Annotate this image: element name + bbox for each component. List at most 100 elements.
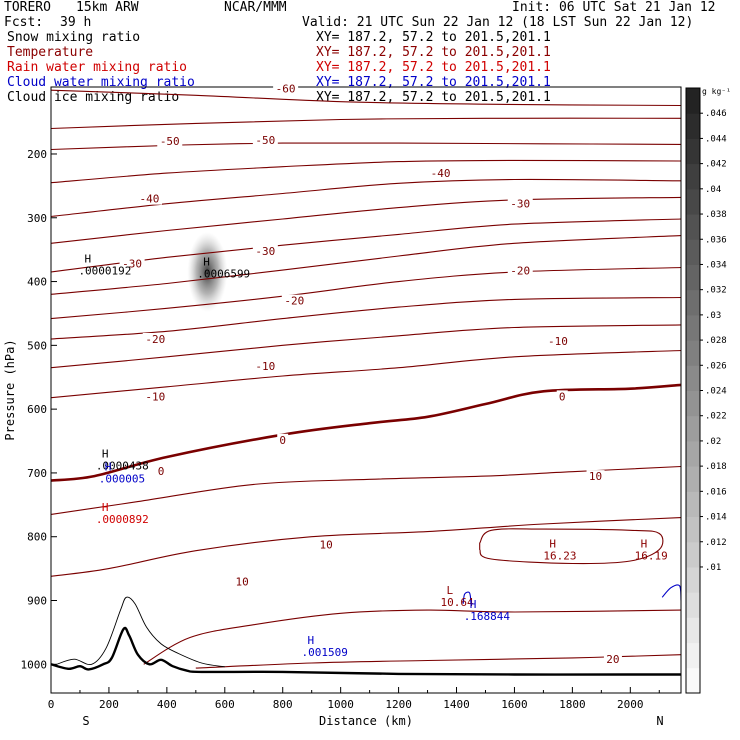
colorbar-swatch	[686, 264, 700, 291]
extremum-value: 10.64	[441, 596, 474, 609]
model-name: TORERO	[4, 0, 51, 15]
extremum-symbol: H	[641, 538, 648, 551]
isotherm-label-bg	[252, 133, 278, 146]
field-name: Snow mixing ratio	[7, 30, 141, 45]
isotherm	[143, 609, 681, 665]
isotherm-label-bg	[142, 390, 168, 403]
isotherm	[51, 159, 681, 184]
isotherm-label-bg	[252, 359, 278, 372]
extremum-symbol: L	[447, 584, 454, 597]
colorbar-tick-label: .032	[705, 286, 727, 296]
isotherm-label: 10	[236, 575, 249, 588]
isotherm-label: 0	[559, 390, 566, 403]
isotherm	[51, 349, 681, 399]
colorbar-swatch	[686, 440, 700, 467]
isotherm-label: -10	[548, 335, 568, 348]
north-end-label: N	[656, 714, 663, 728]
x-tick-label: 1400	[443, 698, 470, 711]
colorbar-tick-label: .01	[705, 563, 721, 573]
colorbar-tick-label: .02	[705, 437, 721, 447]
colorbar-swatch	[686, 642, 700, 669]
x-tick-label: 2000	[617, 698, 644, 711]
colorbar-swatch	[686, 340, 700, 366]
colorbar-tick-label: .022	[705, 412, 727, 422]
colorbar-swatch	[686, 667, 700, 694]
isotherm-label-bg	[155, 465, 167, 478]
colorbar-tick-label: .028	[705, 336, 727, 346]
extremum-symbol: H	[470, 598, 477, 611]
y-tick-label: 700	[27, 467, 47, 480]
colorbar-tick-label: .014	[705, 513, 727, 523]
isotherm-label-bg	[507, 264, 533, 277]
isotherm-label-bg	[233, 575, 252, 588]
field-xy-range: XY= 187.2, 57.2 to 201.5,201.1	[316, 90, 551, 105]
colorbar-tick-label: .024	[705, 387, 727, 397]
warm-pocket-isotherm	[479, 528, 664, 565]
isotherm	[51, 517, 681, 577]
x-tick-label: 1800	[559, 698, 586, 711]
cloud-water-contour	[462, 591, 472, 604]
colorbar-tick-label: .038	[705, 210, 727, 220]
extremum-value: .001509	[301, 646, 347, 659]
colorbar-tick-label: .042	[705, 160, 727, 170]
y-tick-label: 900	[27, 595, 47, 608]
colorbar-swatch	[686, 390, 700, 417]
extremum-value: 16.19	[635, 550, 668, 563]
extremum-value: .168844	[464, 610, 511, 623]
x-tick-label: 1200	[385, 698, 412, 711]
isotherm-label-bg	[317, 538, 336, 551]
isotherm-label: -10	[145, 390, 165, 403]
isotherm-label: 10	[320, 538, 333, 551]
isotherm-label: -50	[160, 135, 180, 148]
isotherm	[51, 89, 681, 107]
colorbar-swatch	[686, 541, 700, 568]
isotherm	[51, 196, 681, 244]
colorbar-tick-label: .03	[705, 311, 721, 321]
valid-time: Valid: 21 UTC Sun 22 Jan 12 (18 LST Sun …	[302, 15, 694, 30]
colorbar-swatch	[686, 239, 700, 265]
isotherm-label: -20	[284, 295, 304, 308]
y-axis-title: Pressure (hPa)	[3, 339, 17, 440]
isotherm-label: -30	[510, 198, 530, 211]
colorbar-unit: g kg⁻¹	[702, 87, 731, 96]
isotherm-label-bg	[157, 135, 183, 148]
isotherm	[51, 235, 681, 295]
isotherm-label-bg	[119, 257, 145, 270]
extremum-symbol: H	[307, 634, 314, 647]
colorbar-swatch	[686, 466, 700, 492]
extremum-symbol: H	[549, 538, 556, 551]
terrain-line	[51, 626, 681, 676]
extremum-value: .0000438	[96, 460, 149, 473]
x-tick-label: 400	[157, 698, 177, 711]
colorbar-tick-label: .016	[705, 487, 727, 497]
x-tick-label: 1000	[327, 698, 354, 711]
isotherm	[51, 178, 681, 218]
y-tick-label: 400	[27, 276, 47, 289]
colorbar-tick-label: .018	[705, 462, 727, 472]
extremum-symbol: H	[105, 460, 112, 473]
y-tick-label: 800	[27, 531, 47, 544]
isotherm-label: -20	[145, 333, 165, 346]
colorbar-tick-label: .034	[705, 260, 727, 270]
extremum-value: .0000192	[78, 264, 131, 277]
colorbar-swatch	[686, 88, 700, 114]
isotherm-label-bg	[556, 390, 568, 403]
isotherm-label-bg	[277, 433, 289, 446]
colorbar-swatch	[686, 314, 700, 341]
x-tick-label: 200	[99, 698, 119, 711]
colorbar-swatch	[686, 163, 700, 190]
field-xy-range: XY= 187.2, 57.2 to 201.5,201.1	[316, 60, 551, 75]
isotherm-label-bg	[507, 197, 533, 210]
colorbar-swatch	[686, 138, 700, 165]
colorbar-swatch	[686, 188, 700, 215]
isotherm-label: 20	[606, 653, 619, 666]
isotherm-label: -30	[255, 245, 275, 258]
extremum-value: .000005	[99, 472, 145, 485]
isotherm-label-bg	[252, 244, 278, 257]
colorbar-swatch	[686, 516, 700, 543]
isotherm-label: -10	[255, 360, 275, 373]
isotherm-label-bg	[545, 334, 571, 347]
forecast-label: Fcst:	[4, 15, 44, 30]
x-tick-label: 0	[48, 698, 55, 711]
